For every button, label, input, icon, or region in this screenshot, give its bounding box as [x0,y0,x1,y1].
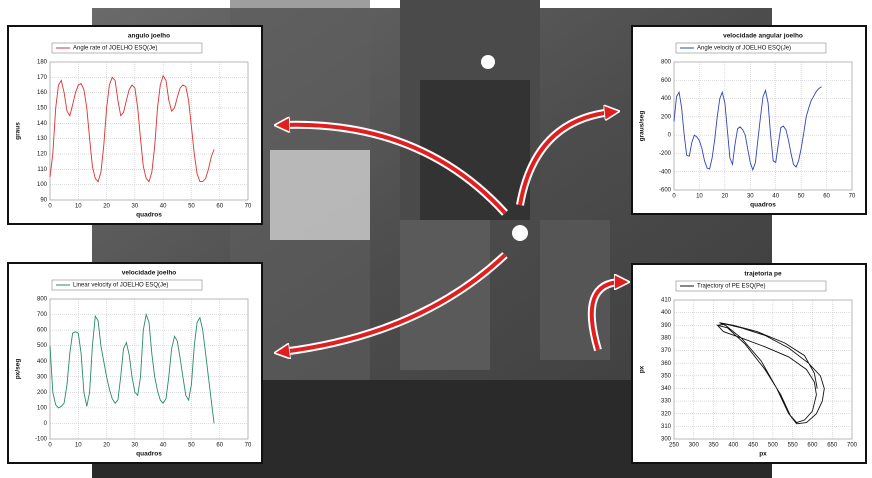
x-tick-label: 50 [798,194,805,200]
y-tick-label: 390 [661,323,672,329]
x-tick-label: 10 [75,443,82,449]
x-tick-label: 70 [245,443,252,449]
x-tick-label: 600 [807,443,818,449]
y-tick-label: 340 [661,386,672,392]
y-tick-label: 800 [661,60,672,66]
y-tick-label: 130 [37,136,48,142]
y-tick-label: -600 [659,188,672,194]
x-tick-label: 60 [216,204,223,210]
x-tick-label: 20 [103,204,110,210]
y-tick-label: 170 [37,75,48,81]
y-tick-label: 360 [661,361,672,367]
y-tick-label: 120 [37,152,48,158]
x-tick-label: 300 [689,443,700,449]
plot-area [674,300,852,439]
legend-label: Angle rate of JOELHO ESQ(Je) [73,46,157,52]
x-axis-label: quadros [136,212,162,219]
y-tick-label: 320 [661,411,672,417]
x-tick-label: 550 [788,443,799,449]
x-tick-label: 40 [160,204,167,210]
chart-panel: velocidade joelho-1000100200300400500600… [8,263,262,463]
x-tick-label: 30 [132,443,139,449]
y-tick-label: 800 [37,297,48,303]
y-tick-label: 200 [37,390,48,396]
x-tick-label: 30 [132,204,139,210]
chart-title: angulo joelho [128,33,170,40]
y-tick-label: 700 [37,312,48,318]
x-tick-label: 500 [768,443,779,449]
x-tick-label: 20 [722,194,729,200]
y-tick-label: 350 [661,373,672,379]
x-tick-label: 70 [849,194,856,200]
x-tick-label: 40 [160,443,167,449]
chart-title: velocidade angular joelho [723,33,803,40]
legend-label: Linear velocity of JOELHO ESQ(Je) [73,283,168,289]
plot-area [50,299,248,439]
y-tick-label: 400 [661,310,672,316]
y-tick-label: 500 [37,343,48,349]
chart-panel: angulo joelho 90 100 110 120 130 140 150 160 170 1… [8,26,262,224]
y-tick-label: 300 [37,374,48,380]
y-tick-label: 310 [661,424,672,430]
x-tick-label: 50 [188,443,195,449]
x-tick-label: 650 [827,443,838,449]
chart-panel: velocidade angular joelho-600-400-200020… [632,26,866,214]
legend-label: Angle velocity of JOELHO ESQ(Je) [697,46,791,52]
x-tick-label: 10 [75,204,82,210]
y-tick-label: 200 [661,114,672,120]
y-tick-label: 90 [40,198,47,204]
y-axis-label: px/seg [15,359,22,380]
figure: angulo joelho 90 100 110 120 130 140 150 160 170 1… [0,0,872,478]
x-tick-label: 700 [847,443,858,449]
y-tick-label: 100 [37,182,48,188]
x-tick-label: 60 [823,194,830,200]
x-tick-label: 10 [696,194,703,200]
y-tick-label: -200 [659,151,672,157]
page: angulo joelho 90 100 110 120 130 140 150 160 170 1… [0,0,872,478]
x-tick-label: 450 [748,443,759,449]
y-tick-label: 330 [661,399,672,405]
y-tick-label: 180 [37,60,48,66]
legend-label: Trajectory of PE ESQ(Pe) [697,284,765,290]
chart-panel: trajetoria pe 300 310 320 330 340 350 360 370 380… [632,264,866,463]
y-axis-label: graus [15,122,22,140]
x-tick-label: 70 [245,204,252,210]
y-tick-label: -100 [35,437,48,443]
y-tick-label: 400 [661,96,672,102]
y-tick-label: 400 [37,359,48,365]
x-tick-label: 20 [103,443,110,449]
x-axis-label: quadros [136,451,162,458]
x-tick-label: 350 [709,443,720,449]
y-tick-label: 380 [661,335,672,341]
x-tick-label: 400 [728,443,739,449]
chart-title: trajetoria pe [744,271,782,278]
y-tick-label: 140 [37,121,48,127]
x-axis-label: px [759,451,767,458]
y-tick-label: 100 [37,405,48,411]
x-tick-label: 250 [669,443,680,449]
chart-title: velocidade joelho [122,270,177,277]
x-tick-label: 30 [747,194,754,200]
plot-area [674,62,852,190]
y-tick-label: 160 [37,90,48,96]
y-tick-label: -400 [659,169,672,175]
y-tick-label: 600 [661,78,672,84]
x-tick-label: 50 [188,204,195,210]
y-tick-label: 410 [661,298,672,304]
plot-area [50,62,248,200]
y-axis-label: px [639,365,646,373]
y-axis-label: graus/seg [639,111,646,142]
x-tick-label: 60 [216,443,223,449]
x-axis-label: quadros [750,202,776,209]
y-tick-label: 370 [661,348,672,354]
x-tick-label: 40 [772,194,779,200]
y-tick-label: 150 [37,106,48,112]
y-tick-label: 110 [37,167,47,173]
y-tick-label: 600 [37,328,48,334]
